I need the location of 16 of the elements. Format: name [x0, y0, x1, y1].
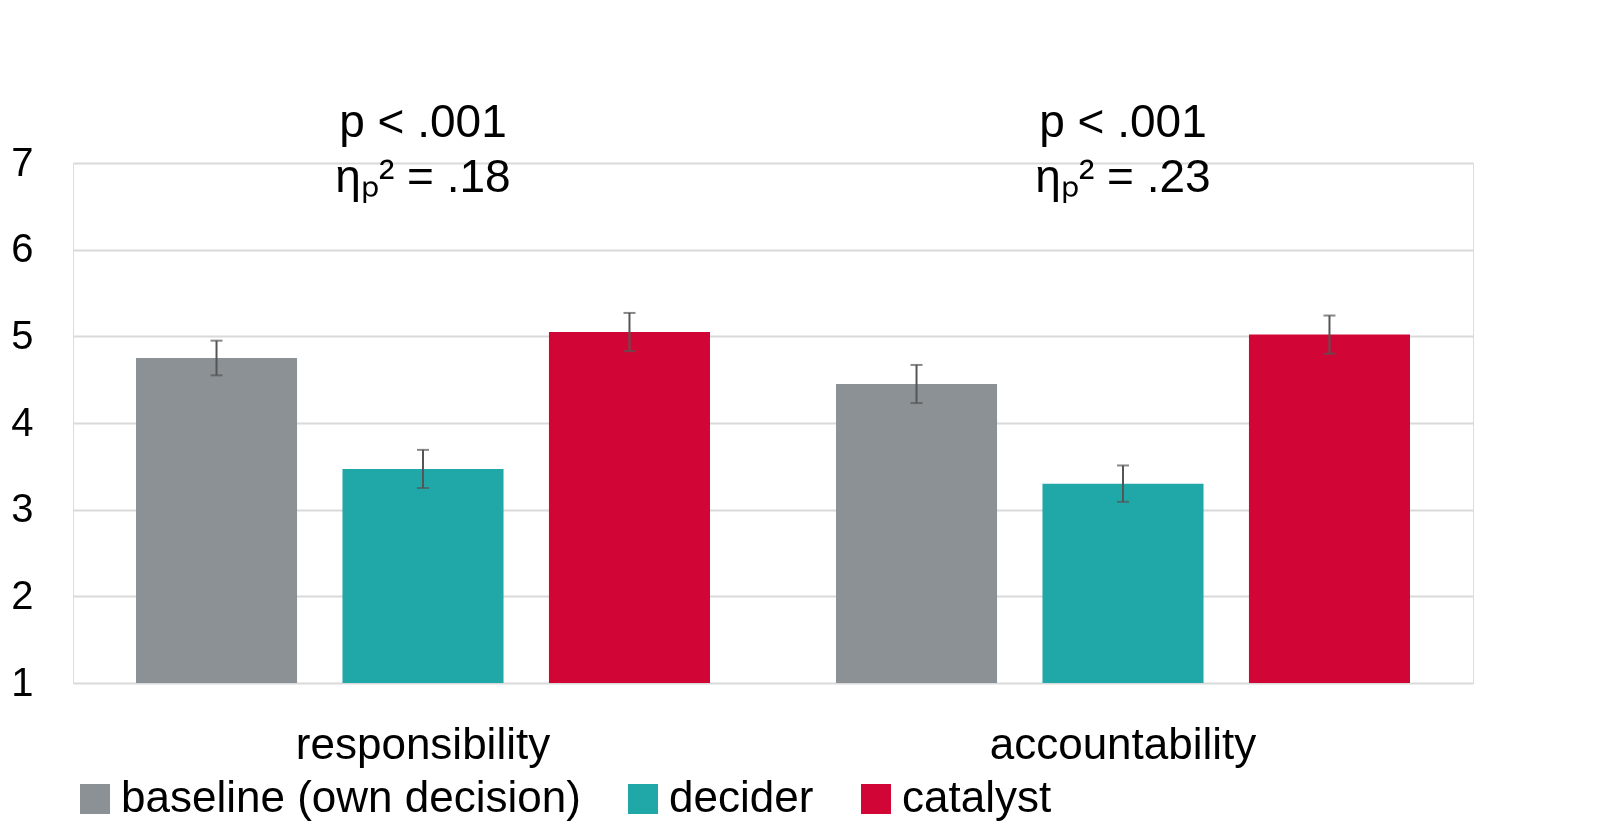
x-tick-label: responsibility [295, 718, 551, 768]
annotation: ηₚ² = .23 [1035, 150, 1211, 204]
y-tick-label: 4 [11, 399, 34, 444]
y-tick-label: 1 [11, 659, 34, 704]
text: p < .001 [1039, 95, 1207, 147]
y-tick-label: 3 [11, 486, 34, 531]
legend-label: decider [669, 772, 814, 821]
text: p < .001 [339, 95, 507, 147]
y-tick-label: 2 [11, 572, 34, 617]
y-tick-label: 6 [11, 226, 34, 271]
x-tick-label: accountability [989, 718, 1257, 768]
legend-label: catalyst [902, 772, 1052, 821]
legend-label: baseline (own decision) [121, 772, 581, 821]
y-tick-label: 7 [11, 139, 34, 184]
y-tick-label: 5 [11, 312, 34, 357]
annotation: ηₚ² = .18 [335, 150, 511, 204]
